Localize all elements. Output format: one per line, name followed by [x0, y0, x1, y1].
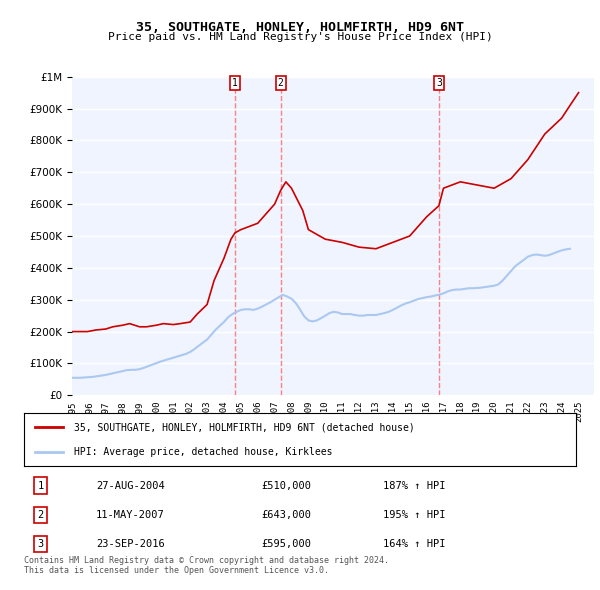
Text: 187% ↑ HPI: 187% ↑ HPI: [383, 480, 445, 490]
Text: HPI: Average price, detached house, Kirklees: HPI: Average price, detached house, Kirk…: [74, 447, 332, 457]
Text: Price paid vs. HM Land Registry's House Price Index (HPI): Price paid vs. HM Land Registry's House …: [107, 32, 493, 42]
Text: 195% ↑ HPI: 195% ↑ HPI: [383, 510, 445, 520]
Text: £595,000: £595,000: [262, 539, 311, 549]
Text: 27-AUG-2004: 27-AUG-2004: [96, 480, 164, 490]
Text: 3: 3: [37, 539, 44, 549]
Text: 1: 1: [37, 480, 44, 490]
Text: 2: 2: [278, 78, 284, 88]
Text: 35, SOUTHGATE, HONLEY, HOLMFIRTH, HD9 6NT: 35, SOUTHGATE, HONLEY, HOLMFIRTH, HD9 6N…: [136, 21, 464, 34]
Text: 35, SOUTHGATE, HONLEY, HOLMFIRTH, HD9 6NT (detached house): 35, SOUTHGATE, HONLEY, HOLMFIRTH, HD9 6N…: [74, 422, 415, 432]
Text: 2: 2: [37, 510, 44, 520]
Text: 3: 3: [436, 78, 442, 88]
Text: 1: 1: [232, 78, 238, 88]
Text: 23-SEP-2016: 23-SEP-2016: [96, 539, 164, 549]
Text: £643,000: £643,000: [262, 510, 311, 520]
Text: £510,000: £510,000: [262, 480, 311, 490]
Text: Contains HM Land Registry data © Crown copyright and database right 2024.
This d: Contains HM Land Registry data © Crown c…: [24, 556, 389, 575]
Text: 164% ↑ HPI: 164% ↑ HPI: [383, 539, 445, 549]
Text: 11-MAY-2007: 11-MAY-2007: [96, 510, 164, 520]
